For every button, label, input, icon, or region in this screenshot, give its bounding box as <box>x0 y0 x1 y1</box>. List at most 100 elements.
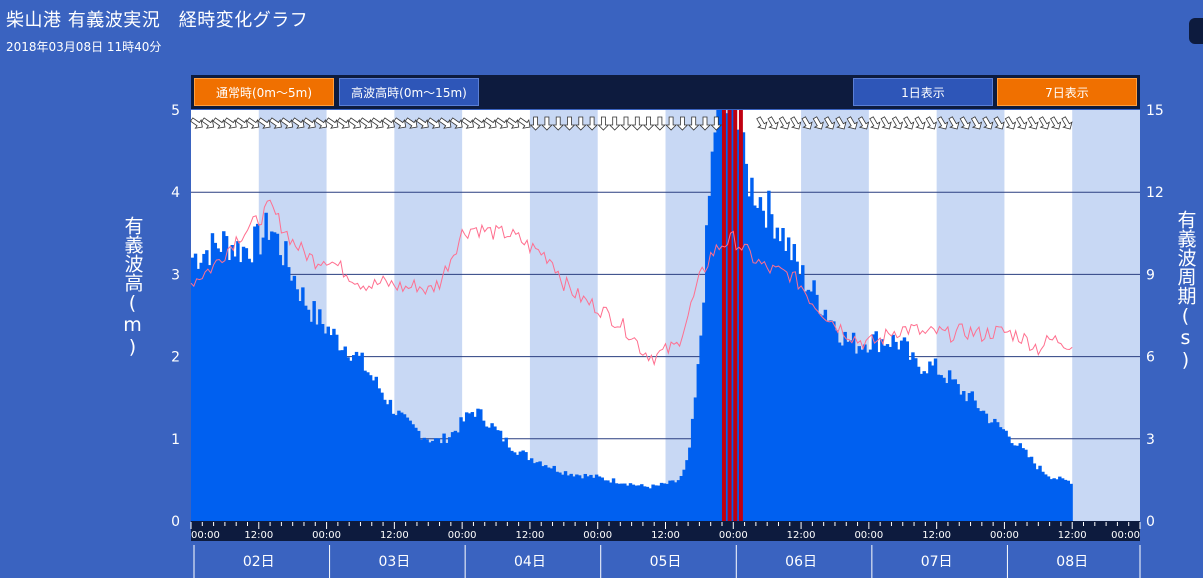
arrow-shape <box>767 116 779 130</box>
wave-height-bar <box>560 474 565 521</box>
wave-height-bar <box>894 341 898 521</box>
wave-height-bar <box>335 334 339 521</box>
direction-arrow <box>393 117 407 129</box>
wave-height-bar <box>970 391 974 521</box>
wave-height-bar <box>659 482 664 521</box>
wave-height-bar <box>843 331 847 521</box>
wave-height-bar <box>422 437 427 521</box>
wave-height-bar <box>323 333 328 521</box>
time-tick-label: 00:00 <box>990 530 1019 541</box>
direction-arrow <box>506 117 520 129</box>
arrow-shape <box>676 116 689 131</box>
wave-height-bar <box>1018 443 1022 521</box>
wave-height-bar <box>207 265 212 521</box>
arrow-shape <box>472 117 486 129</box>
wave-height-bar <box>524 452 528 521</box>
wave-height-bar <box>866 352 870 521</box>
arrow-shape <box>790 116 802 130</box>
wave-height-bar <box>272 232 277 521</box>
wave-height-bar <box>385 404 390 521</box>
wave-height-bar <box>518 451 523 521</box>
menu-tab[interactable] <box>1189 18 1203 44</box>
arrow-shape <box>970 116 983 130</box>
wave-height-bar <box>267 239 271 521</box>
direction-arrow <box>903 116 915 130</box>
y-axis-left-ticks: 0 1 2 3 4 5 <box>171 103 180 530</box>
wave-height-bar <box>1007 436 1011 521</box>
wave-height-bar <box>959 394 963 521</box>
wave-height-bar <box>527 460 531 521</box>
arrow-shape <box>835 116 847 130</box>
direction-arrow <box>586 116 599 131</box>
high-range-button[interactable]: 高波高時(0m〜15m) <box>339 78 479 106</box>
arrow-shape <box>993 116 1005 130</box>
day7-button[interactable]: 7日表示 <box>997 78 1137 106</box>
wave-height-bar <box>402 414 407 521</box>
wave-height-bar <box>758 197 763 521</box>
wave-height-bar <box>244 248 249 521</box>
direction-arrow <box>959 116 971 130</box>
wave-height-bar <box>950 379 955 521</box>
wave-height-bar <box>631 484 636 521</box>
wave-height-bar <box>998 427 1003 521</box>
wave-height-bar <box>812 280 816 521</box>
wave-height-bar <box>504 437 508 521</box>
wave-height-bar <box>202 253 206 521</box>
wave-height-bar <box>428 442 432 521</box>
wave-direction-arrows <box>189 116 1073 131</box>
wave-height-bar <box>529 458 534 521</box>
wave-height-bar <box>902 337 907 521</box>
wave-height-bar <box>614 483 619 521</box>
wave-height-bar <box>397 410 401 521</box>
y-axis-right-ticks: 0 3 6 9 12 15 <box>1146 103 1164 530</box>
storm-bar <box>733 110 738 521</box>
arrow-shape <box>359 117 373 129</box>
normal-range-button[interactable]: 通常時(0m〜5m) <box>194 78 334 106</box>
wave-height-bar <box>685 460 689 521</box>
arrow-shape <box>925 116 937 130</box>
wave-height-bar <box>637 485 641 521</box>
direction-arrow <box>687 116 700 131</box>
wave-height-bar <box>351 355 356 521</box>
toolbar: 通常時(0m〜5m) 高波高時(0m〜15m) 1日表示 7日表示 <box>191 75 1140 109</box>
direction-arrow <box>563 116 576 131</box>
wave-height-bar <box>916 366 921 521</box>
day-label: 03日 <box>378 554 410 570</box>
direction-arrow <box>269 117 282 129</box>
direction-arrow <box>517 117 531 129</box>
direction-arrow <box>438 117 452 129</box>
direction-arrow <box>869 116 881 130</box>
y-left-tick-label: 1 <box>171 432 180 448</box>
wave-height-bar <box>196 268 201 521</box>
wave-height-bar <box>987 423 991 521</box>
wave-height-bar <box>854 353 859 521</box>
wave-height-bar <box>648 488 652 521</box>
wave-height-bar <box>255 223 260 521</box>
arrow-shape <box>1038 116 1050 130</box>
wave-height-bar <box>908 359 912 521</box>
wave-height-bar <box>222 231 226 521</box>
wave-height-bar <box>515 454 520 521</box>
wave-height-bar <box>586 476 590 521</box>
day1-button[interactable]: 1日表示 <box>853 78 993 106</box>
wave-height-bar <box>253 226 257 522</box>
wave-height-bar <box>589 474 593 521</box>
wave-height-bar <box>1052 478 1056 521</box>
y-right-tick-label: 6 <box>1146 350 1155 366</box>
arrow-shape <box>631 116 644 131</box>
wave-height-bar <box>448 437 452 521</box>
arrow-shape <box>336 117 350 129</box>
wave-height-bar <box>191 257 195 521</box>
wave-height-bar <box>942 377 946 521</box>
wave-height-bar <box>456 432 460 521</box>
wave-height-bar <box>473 416 477 521</box>
wave-height-bar <box>1015 445 1020 521</box>
storm-bar <box>721 110 726 521</box>
arrow-shape <box>189 117 203 129</box>
wave-height-bar <box>445 442 449 521</box>
arrow-shape <box>687 116 700 131</box>
wave-height-bar <box>512 452 517 521</box>
direction-arrow <box>449 117 463 129</box>
wave-height-bar <box>241 246 246 522</box>
wave-height-bar <box>363 370 367 521</box>
